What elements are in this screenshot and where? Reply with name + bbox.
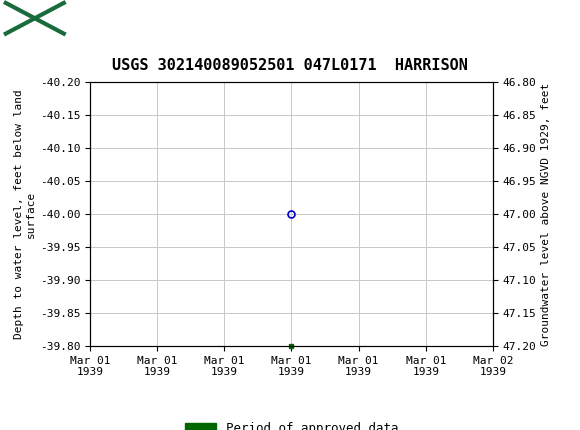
- Y-axis label: Depth to water level, feet below land
surface: Depth to water level, feet below land su…: [14, 89, 35, 339]
- Legend: Period of approved data: Period of approved data: [180, 418, 403, 430]
- Bar: [6, 3, 64, 34]
- Y-axis label: Groundwater level above NGVD 1929, feet: Groundwater level above NGVD 1929, feet: [541, 82, 550, 346]
- Text: USGS 302140089052501 047L0171  HARRISON: USGS 302140089052501 047L0171 HARRISON: [112, 58, 468, 73]
- Text: USGS: USGS: [81, 11, 118, 26]
